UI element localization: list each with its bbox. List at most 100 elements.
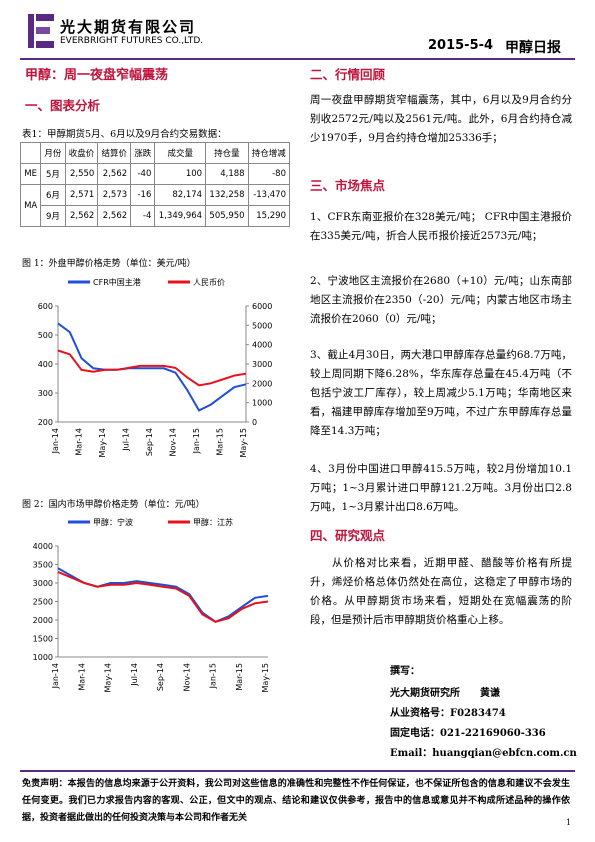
chart: 2003004005006000100020003000400050006000…	[38, 277, 273, 457]
cell: -40	[130, 163, 156, 185]
header-cell: 结算价	[97, 142, 132, 164]
heading: 一、图表分析	[25, 98, 101, 113]
x-tick-label: May-14	[104, 663, 113, 692]
legend-label: 甲醇：宁波	[93, 517, 133, 527]
table-row: MA 6月 2,571 2,573 -16 82,174 132,258 -13,470	[19, 184, 291, 227]
cell: 5月	[40, 163, 66, 185]
cell: -4	[130, 205, 156, 227]
legend-label: 人民币价	[193, 278, 225, 287]
author-label: 撰写：	[390, 666, 420, 677]
x-tick-label: Jan-15	[192, 428, 201, 454]
x-tick-label: Jan-14	[51, 663, 60, 689]
series-line	[57, 322, 247, 412]
x-tick-label: Sep-14	[156, 663, 165, 691]
x-tick-label: Sep-14	[145, 428, 154, 456]
cell: 505,950	[205, 205, 249, 227]
cell: 2,550	[64, 163, 99, 185]
cell: 2,562	[97, 163, 132, 185]
table-row: 9月 2,562 2,562 -4 1,349,964 505,950 15,290	[21, 205, 291, 227]
paragraph: 4、3月份中国进口甲醇415.5万吨，较2月份增加10.1万吨；1~3月累计进口…	[310, 463, 572, 513]
y2-tick-label: 2000	[252, 379, 272, 388]
x-tick-label: Nov-14	[169, 428, 178, 456]
paragraph: 3、截止4月30日，两大港口甲醇库存总量约68.7万吨，较上周同期下降6.28%…	[310, 349, 572, 437]
author-phone: 固定电话：021-22169060-336	[390, 728, 546, 739]
header-cell	[19, 142, 42, 164]
x-tick-label: Mar-15	[235, 663, 244, 691]
cell: MA	[19, 184, 42, 227]
company-en: EVERBRIGHT FUTURES CO.,LTD.	[60, 36, 204, 46]
company: 光大期货有限公司	[60, 18, 197, 36]
header-cell: 持仓增减	[247, 142, 291, 164]
cell: -13,470	[247, 184, 291, 206]
y-tick-label: 2500	[33, 598, 53, 607]
caption: 图 2：国内市场甲醇价格走势（单位：元/吨）	[22, 500, 205, 510]
title: 甲醇：周一夜盘窄幅震荡	[25, 68, 169, 83]
x-tick-label: Mar-14	[77, 663, 86, 691]
y-tick-label: 3000	[33, 579, 53, 588]
table-header: 月份 收盘价 结算价 涨跌 成交量 持仓量 持仓增减	[19, 142, 291, 164]
x-tick-label: Jan-15	[209, 663, 218, 689]
y2-tick-label: 4000	[252, 341, 272, 350]
cell: 6月	[40, 184, 66, 206]
x-tick-label: May-15	[261, 663, 270, 692]
y-tick-label: 2000	[33, 616, 53, 625]
y-tick-label: 3500	[33, 561, 53, 570]
cell: 1,349,964	[154, 205, 207, 227]
y2-tick-label: 1000	[252, 399, 272, 408]
y2-tick-label: 5000	[252, 321, 272, 330]
table-row: ME 5月 2,550 2,562 -40 100 4,188 -80	[19, 163, 291, 185]
y-tick-label: 300	[38, 389, 53, 398]
series-line	[57, 349, 247, 387]
caption: 图 1：外盘甲醇价格走势（单位：美元/吨）	[22, 259, 196, 269]
heading: 四、研究观点	[310, 528, 386, 543]
y-tick-label: 600	[38, 302, 53, 311]
x-tick-label: Jul-14	[122, 428, 131, 452]
cell: 2,571	[64, 184, 99, 206]
paragraph: 1、CFR东南亚报价在328美元/吨； CFR中国主港报价在335美元/吨，折合…	[310, 211, 572, 242]
heading: 二、行情回顾	[310, 67, 386, 82]
legend-label: 甲醇：江苏	[193, 517, 233, 527]
cell: ME	[19, 163, 42, 185]
x-tick-label: Mar-15	[216, 428, 225, 456]
logo	[28, 14, 54, 48]
author-email: Email：huangqian@ebfcn.com.cn	[390, 748, 577, 759]
x-tick-label: May-14	[98, 428, 107, 457]
y-tick-label: 1500	[33, 635, 53, 644]
y-tick-label: 500	[38, 331, 53, 340]
legend-label: CFR中国主港	[93, 277, 141, 287]
cell: 4,188	[205, 163, 249, 185]
header-cell: 涨跌	[130, 142, 156, 164]
y-tick-label: 4000	[33, 542, 53, 551]
y2-tick-label: 3000	[252, 360, 272, 369]
x-tick-label: May-15	[239, 428, 248, 457]
footer-rule	[20, 770, 575, 772]
y-tick-label: 400	[38, 360, 53, 369]
x-tick-label: Jan-14	[51, 428, 60, 454]
y2-tick-label: 6000	[252, 302, 272, 311]
x-tick-label: Nov-14	[182, 663, 191, 691]
report-name: 甲醇日报	[505, 40, 561, 56]
table-caption: 表1：甲醇期货5月、6月以及9月合约交易数据：	[22, 129, 227, 140]
cell: 82,174	[154, 184, 207, 206]
cell: 2,562	[64, 205, 99, 227]
cell: 132,258	[205, 184, 249, 206]
y2-tick-label: 0	[252, 418, 257, 427]
chart: 1000 1500 2000 2500 3000 3500 4000 Jan-14 Mar-14…	[33, 517, 270, 692]
author-license: 从业资格号：F0283474	[390, 708, 506, 719]
table: 月份 收盘价 结算价 涨跌 成交量 持仓量 持仓增减 ME 5月 2,550 2,562 -40 100…	[19, 142, 291, 227]
x-tick-label: Jul-14	[130, 663, 139, 687]
cell: -16	[130, 184, 156, 206]
paragraph: 从价格对比来看，近期甲醛、醋酸等价格有所提升，烯烃价格总体仍然处在高位，这稳定了…	[310, 557, 572, 626]
paragraph: 2、宁波地区主流报价在2680（+10）元/吨；山东南部地区主流报价在2350（…	[310, 275, 572, 325]
series-line	[57, 570, 269, 623]
header-rule	[20, 58, 575, 60]
header-cell: 持仓量	[205, 142, 249, 164]
cell: 2,573	[97, 184, 132, 206]
heading: 三、市场焦点	[310, 178, 386, 193]
header-cell: 收盘价	[64, 142, 99, 164]
paragraph: 周一夜盘甲醇期货窄幅震荡，其中，6月以及9月合约分别收2572元/吨以及2561…	[310, 94, 572, 144]
header-cell: 成交量	[154, 142, 207, 164]
x-tick-label: Mar-14	[75, 428, 84, 456]
cell: 15,290	[247, 205, 291, 227]
